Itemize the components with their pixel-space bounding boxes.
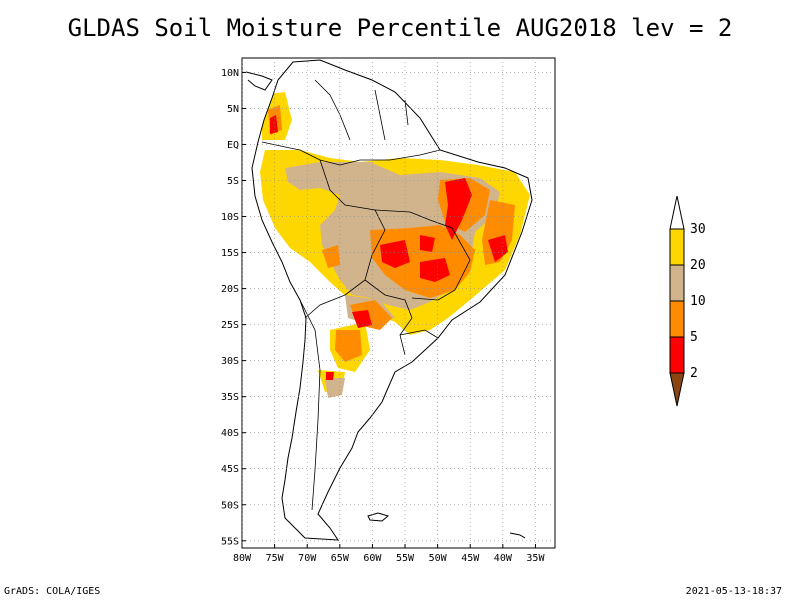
south-georgia (509, 532, 526, 539)
colorbar-2-5 (669, 336, 685, 374)
lat-tick-label: 35S (221, 392, 239, 403)
longitude-axis: 80W 75W 70W 65W 60W 55W 50W 45W 40W 35W (233, 544, 545, 564)
lat-tick-label: 40S (221, 428, 239, 439)
lat-tick-label: EQ (227, 140, 239, 151)
colorbar-label-5: 5 (690, 330, 698, 345)
lon-tick-label: 65W (331, 553, 350, 564)
map-title: GLDAS Soil Moisture Percentile AUG2018 l… (67, 14, 733, 42)
lat-tick-label: 15S (221, 248, 239, 259)
lat-tick-label: 55S (221, 536, 239, 547)
colorbar-below-2 (669, 372, 685, 407)
colorbar-20-30 (669, 228, 685, 266)
lat-tick-label: 30S (221, 356, 239, 367)
continent-outline (251, 59, 533, 541)
lat-tick-label: 25S (221, 320, 239, 331)
colorbar-above-30 (669, 195, 685, 230)
colorbar-label-30: 30 (690, 222, 706, 237)
lat-tick-label: 5S (227, 176, 239, 187)
central-america-outline (245, 71, 273, 91)
colorbar-label-10: 10 (690, 294, 706, 309)
lon-tick-label: 35W (526, 553, 545, 564)
colorbar-10-20 (669, 264, 685, 302)
falkland-islands (367, 512, 390, 522)
colorbar-legend: 30 20 10 5 2 (669, 195, 706, 407)
lon-tick-label: 55W (396, 553, 415, 564)
lat-tick-label: 50S (221, 500, 239, 511)
lat-tick-label: 10S (221, 212, 239, 223)
lat-tick-label: 20S (221, 284, 239, 295)
colorbar-label-20: 20 (690, 258, 706, 273)
lon-tick-label: 70W (298, 553, 317, 564)
lat-tick-label: 5N (227, 104, 239, 115)
lon-tick-label: 40W (494, 553, 513, 564)
lon-tick-label: 75W (266, 553, 285, 564)
lat-tick-label: 10N (221, 68, 239, 79)
grads-credit: GrADS: COLA/IGES (4, 586, 101, 597)
lon-tick-label: 60W (363, 553, 382, 564)
lon-tick-label: 50W (429, 553, 448, 564)
national-borders (261, 79, 471, 511)
timestamp: 2021-05-13-18:37 (685, 586, 782, 597)
lat-tick-label: 45S (221, 464, 239, 475)
grid-lines (242, 58, 555, 548)
latitude-axis: 10N 5N EQ 5S 10S 15S 20S 25S 30S 35S 40S 45S 50S 55S (221, 68, 246, 547)
percentile-2-5-region (270, 115, 508, 380)
colorbar-5-10 (669, 300, 685, 338)
lon-tick-label: 45W (461, 553, 480, 564)
colorbar-label-2: 2 (690, 366, 698, 381)
lon-tick-label: 80W (233, 553, 252, 564)
